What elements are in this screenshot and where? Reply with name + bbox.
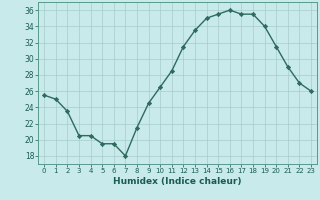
- X-axis label: Humidex (Indice chaleur): Humidex (Indice chaleur): [113, 177, 242, 186]
